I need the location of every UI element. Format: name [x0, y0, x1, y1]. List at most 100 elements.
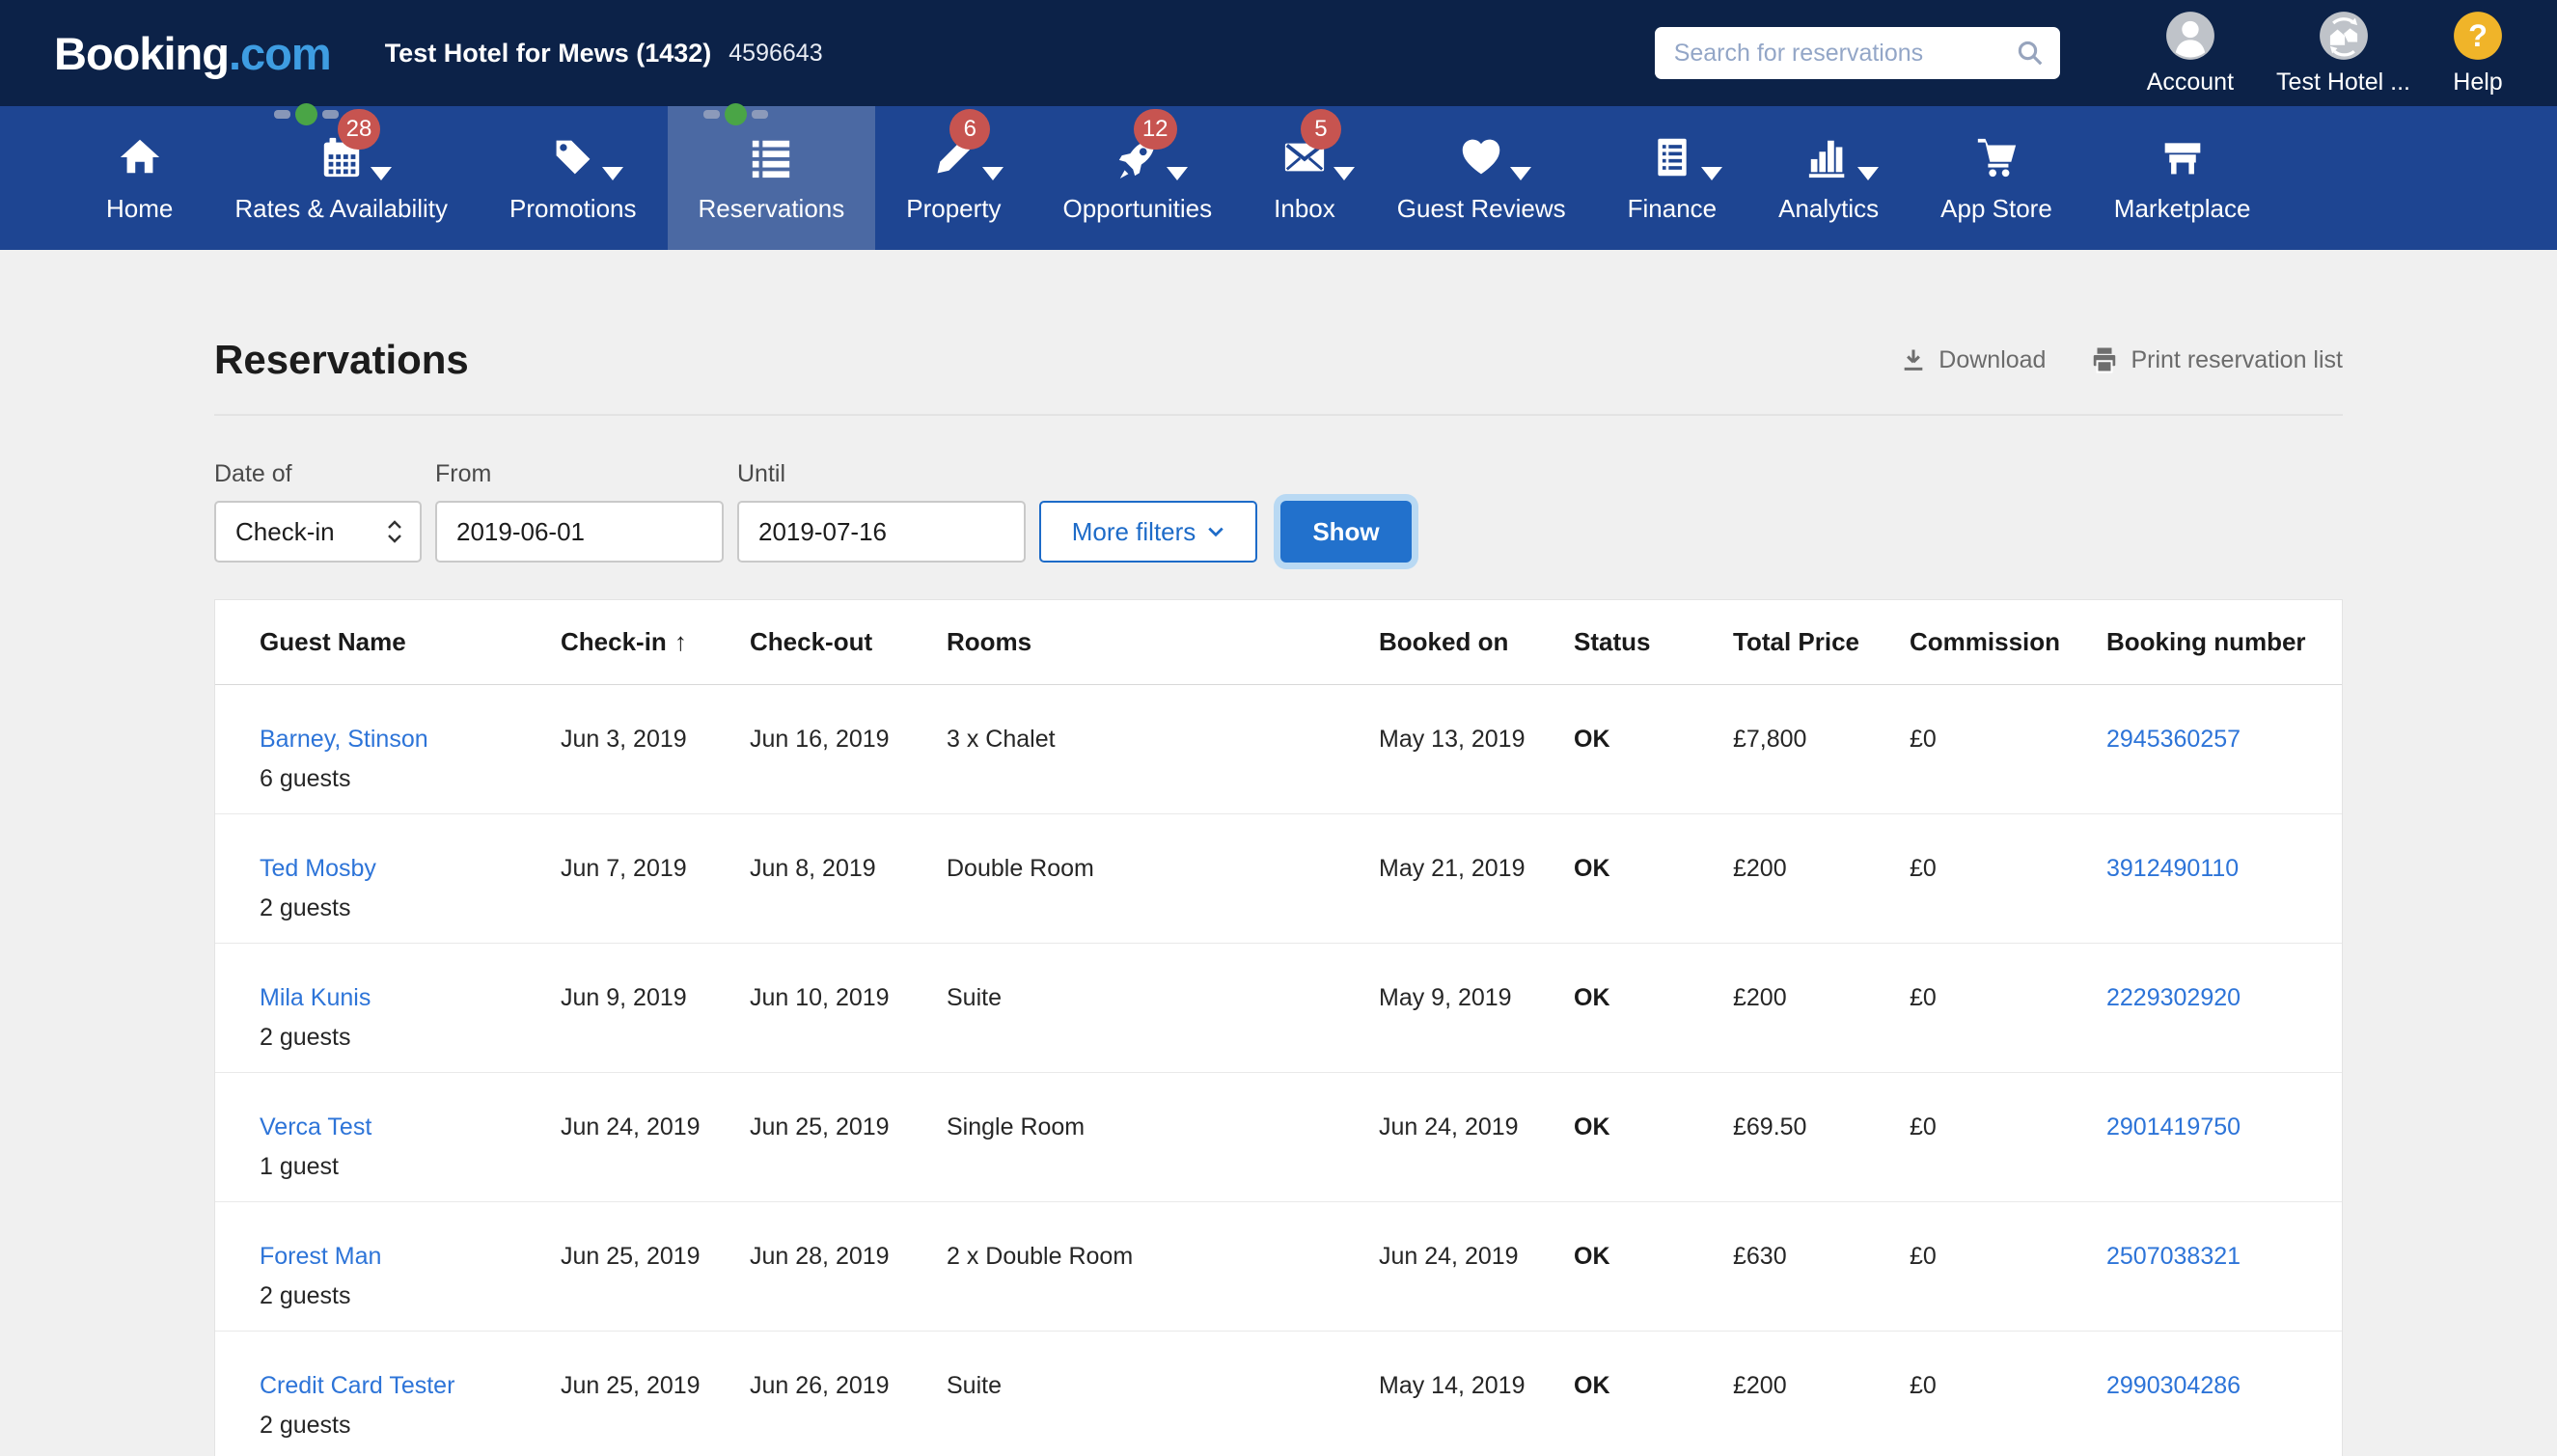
- guest-name-link[interactable]: Credit Card Tester: [260, 1372, 455, 1399]
- table-row: Mila Kunis 2 guests Jun 9, 2019 Jun 10, …: [215, 944, 2342, 1073]
- nav-item-marketplace[interactable]: Marketplace: [2083, 106, 2282, 250]
- more-filters-button[interactable]: More filters: [1039, 501, 1257, 563]
- print-reservation-list-button[interactable]: Print reservation list: [2090, 345, 2343, 374]
- calendar-icon: [323, 137, 359, 178]
- main-nav: Home 28 Rates & Availability Promotions …: [0, 103, 2557, 250]
- guest-cell: Ted Mosby 2 guests: [215, 814, 561, 943]
- reservation-search: [1654, 27, 2060, 79]
- nav-label: Reservations: [698, 194, 845, 223]
- nav-item-analytics[interactable]: Analytics: [1747, 106, 1910, 250]
- account-button[interactable]: Account: [2147, 11, 2234, 96]
- table-row: Ted Mosby 2 guests Jun 7, 2019 Jun 8, 20…: [215, 814, 2342, 944]
- table-row: Credit Card Tester 2 guests Jun 25, 2019…: [215, 1332, 2342, 1456]
- booked-on-cell: May 21, 2019: [1379, 855, 1526, 882]
- show-button[interactable]: Show: [1280, 501, 1412, 563]
- header-check-out[interactable]: Check-out: [750, 627, 873, 656]
- status-cell: OK: [1574, 855, 1610, 882]
- booking-number-link[interactable]: 2507038321: [2106, 1243, 2241, 1270]
- search-icon[interactable]: [2016, 39, 2045, 72]
- status-cell: OK: [1574, 1113, 1610, 1140]
- help-icon: ?: [2454, 11, 2502, 60]
- table-body: Barney, Stinson 6 guests Jun 3, 2019 Jun…: [215, 685, 2342, 1456]
- tag-icon: [556, 140, 591, 175]
- guest-name-link[interactable]: Verca Test: [260, 1113, 372, 1140]
- check-out-cell: Jun 8, 2019: [750, 855, 876, 882]
- nav-item-property[interactable]: 6 Property: [875, 106, 1031, 250]
- total-price-cell: £630: [1733, 1243, 1787, 1270]
- chevron-down-icon: [1166, 167, 1188, 180]
- nav-item-guest-reviews[interactable]: Guest Reviews: [1366, 106, 1597, 250]
- header-total-price[interactable]: Total Price: [1733, 627, 1860, 656]
- guest-name-link[interactable]: Barney, Stinson: [260, 726, 428, 753]
- sort-ascending-icon: ↑: [674, 627, 687, 656]
- guest-name-link[interactable]: Forest Man: [260, 1243, 382, 1270]
- download-button[interactable]: Download: [1900, 346, 2046, 374]
- booking-number-link[interactable]: 2945360257: [2106, 726, 2241, 753]
- guest-name-link[interactable]: Mila Kunis: [260, 984, 371, 1011]
- until-filter: Until: [737, 460, 1026, 563]
- booking-number-link[interactable]: 3912490110: [2106, 855, 2240, 882]
- nav-item-home[interactable]: Home: [75, 106, 204, 250]
- header-status[interactable]: Status: [1574, 627, 1651, 656]
- date-of-filter: Date of Check-in: [214, 460, 422, 563]
- nav-item-inbox[interactable]: 5 Inbox: [1243, 106, 1366, 250]
- until-label: Until: [737, 460, 786, 487]
- date-of-select[interactable]: Check-in: [214, 501, 422, 563]
- nav-item-promotions[interactable]: Promotions: [479, 106, 668, 250]
- help-label: Help: [2453, 68, 2503, 96]
- nav-label: Inbox: [1274, 194, 1335, 223]
- home-icon: [120, 139, 159, 174]
- hotel-name: Test Hotel for Mews (1432): [384, 38, 712, 68]
- more-filters-label: More filters: [1071, 516, 1196, 546]
- booking-number-cell: 2507038321: [2106, 1202, 2342, 1331]
- table-row: Barney, Stinson 6 guests Jun 3, 2019 Jun…: [215, 685, 2342, 814]
- booking-number-cell: 2945360257: [2106, 685, 2342, 813]
- check-in-cell: Jun 7, 2019: [561, 855, 687, 882]
- chevron-down-icon: [370, 167, 392, 180]
- guest-name-link[interactable]: Ted Mosby: [260, 855, 376, 882]
- status-cell: OK: [1574, 1372, 1610, 1399]
- property-switcher-button[interactable]: Test Hotel ...: [2276, 11, 2410, 96]
- table-header-row: Guest Name Check-in ↑ Check-out Rooms Boo…: [215, 600, 2342, 685]
- print-label: Print reservation list: [2131, 345, 2343, 373]
- booking-logo[interactable]: Booking.com: [54, 27, 332, 80]
- invoice-icon: [1658, 138, 1687, 177]
- nav-item-reservations[interactable]: Reservations: [667, 103, 876, 250]
- until-date-input[interactable]: [737, 501, 1026, 563]
- header-commission[interactable]: Commission: [1910, 627, 2061, 656]
- booking-number-link[interactable]: 2229302920: [2106, 984, 2241, 1011]
- guest-count: 1 guest: [260, 1153, 340, 1180]
- chevron-down-icon: [1857, 167, 1880, 180]
- header-guest-name[interactable]: Guest Name: [260, 627, 406, 656]
- total-price-cell: £200: [1733, 1372, 1787, 1399]
- nav-item-finance[interactable]: Finance: [1597, 106, 1748, 250]
- page-header: Reservations Download Print reservation …: [214, 337, 2343, 416]
- help-button[interactable]: ? Help: [2453, 11, 2503, 96]
- cart-icon: [1977, 138, 2017, 178]
- check-in-cell: Jun 3, 2019: [561, 726, 687, 753]
- nav-label: Home: [106, 194, 174, 223]
- inbox-badge: 5: [1300, 109, 1341, 150]
- from-date-input[interactable]: [435, 501, 724, 563]
- header-rooms[interactable]: Rooms: [947, 627, 1032, 656]
- commission-cell: £0: [1910, 855, 1937, 882]
- logo-text: Booking: [54, 27, 230, 79]
- chevron-down-icon: [982, 167, 1004, 180]
- booking-number-link[interactable]: 2990304286: [2106, 1372, 2241, 1399]
- nav-item-rates-availability[interactable]: 28 Rates & Availability: [204, 103, 479, 250]
- property-switcher-icon: [2319, 11, 2368, 60]
- download-icon: [1904, 349, 1923, 371]
- commission-cell: £0: [1910, 1243, 1937, 1270]
- booked-on-cell: May 9, 2019: [1379, 984, 1512, 1011]
- booking-number-link[interactable]: 2901419750: [2106, 1113, 2241, 1140]
- header-check-in[interactable]: Check-in ↑: [561, 627, 687, 656]
- header-booked-on[interactable]: Booked on: [1379, 627, 1509, 656]
- search-input[interactable]: [1654, 27, 2060, 79]
- nav-item-opportunities[interactable]: 12 Opportunities: [1032, 106, 1244, 250]
- header-booking-number[interactable]: Booking number: [2106, 627, 2306, 656]
- commission-cell: £0: [1910, 984, 1937, 1011]
- table-row: Verca Test 1 guest Jun 24, 2019 Jun 25, …: [215, 1073, 2342, 1202]
- nav-item-app-store[interactable]: App Store: [1910, 106, 2083, 250]
- date-of-value: Check-in: [235, 516, 335, 546]
- check-in-cell: Jun 25, 2019: [561, 1372, 701, 1399]
